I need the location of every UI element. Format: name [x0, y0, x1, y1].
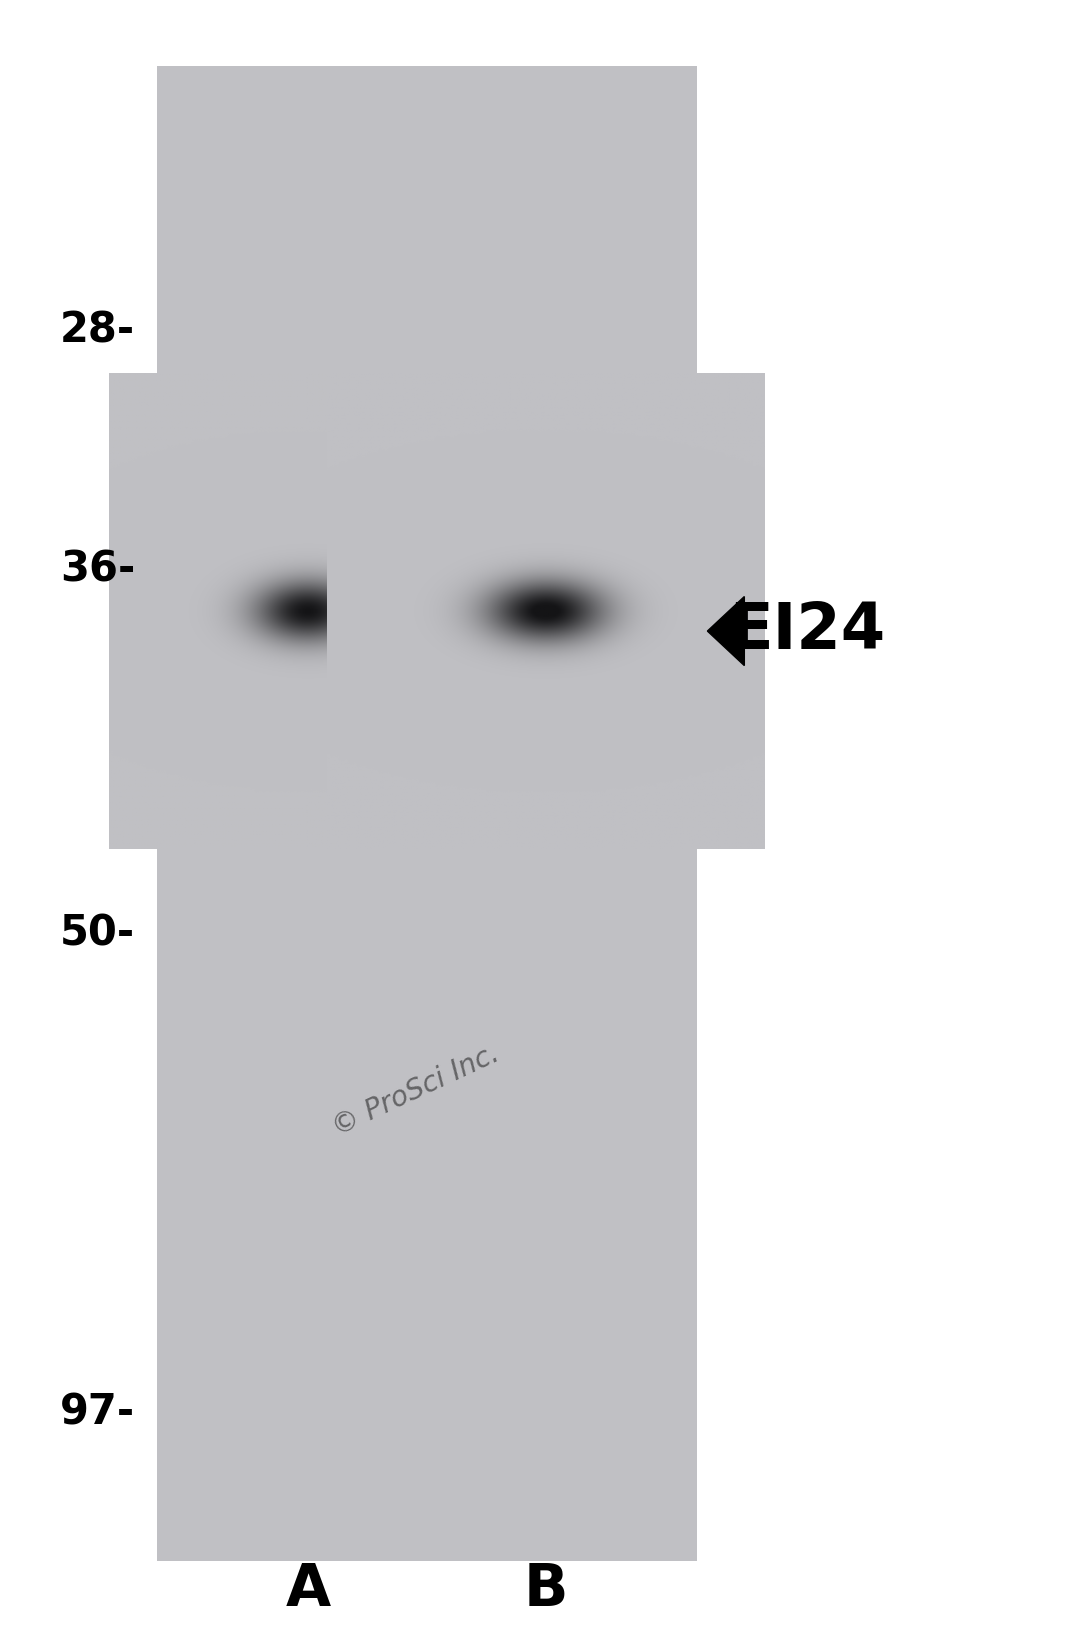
Text: 36-: 36-: [59, 548, 135, 591]
Text: 28-: 28-: [59, 309, 135, 352]
Text: EI24: EI24: [729, 600, 886, 662]
Text: 97-: 97-: [59, 1391, 135, 1434]
Polygon shape: [707, 596, 744, 666]
Text: © ProSci Inc.: © ProSci Inc.: [328, 1039, 503, 1142]
Text: 50-: 50-: [59, 912, 135, 955]
Text: A: A: [285, 1561, 330, 1617]
Text: B: B: [523, 1561, 568, 1617]
Bar: [157, 66, 697, 1561]
